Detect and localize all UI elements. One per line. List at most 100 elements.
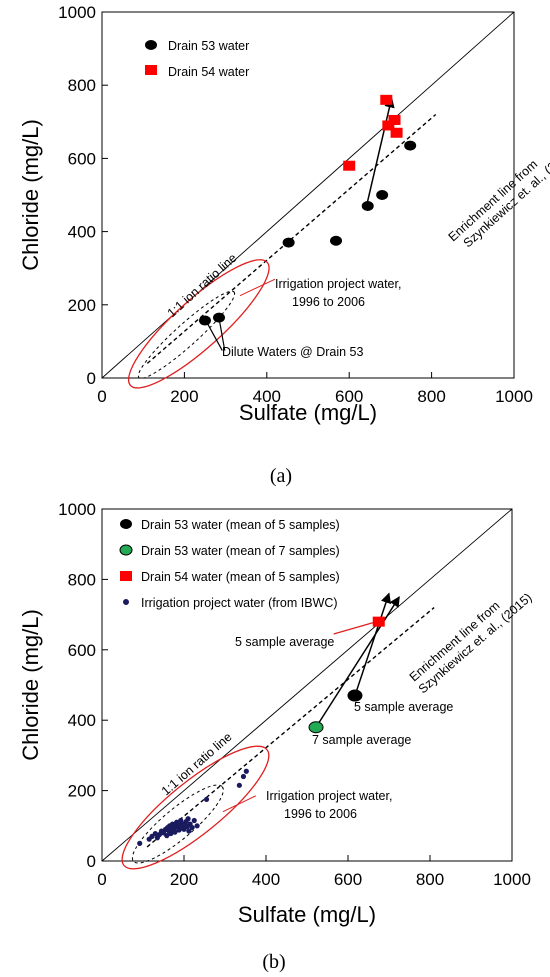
x-tick-label: 1000 [493,870,531,889]
data-point-irrigation [164,833,170,839]
panel-a-arrows [205,96,395,351]
data-point-irrigation [172,829,178,835]
panel-a-ratio-line-label: 1:1 ion ratio line [165,251,240,320]
y-tick-label: 400 [68,223,96,242]
data-point-irrigation [189,824,195,831]
panel-b-legend-label-drain54: Drain 54 water (mean of 5 samples) [141,570,340,584]
data-point-drain53 [199,315,211,326]
panel-b-ellipses [121,745,270,870]
enrichment-line [146,607,435,848]
panel-b-legend: Drain 53 water (mean of 5 samples) Drain… [119,518,340,610]
data-point-irrigation [185,816,191,822]
panel-b-legend-marker-drain54 [120,571,132,581]
ratio-line [101,508,513,862]
data-point-irrigation [152,830,158,837]
panel-b-enrichment-label-2: Szynkiewicz et. al., (2015) [416,590,535,696]
x-tick-label: 600 [335,387,363,406]
panel-b-plot-frame [101,508,513,862]
x-tick-label: 800 [416,870,444,889]
data-point-drain53 [404,140,417,151]
y-tick-label: 1000 [58,500,96,519]
data-point-drain54 [372,616,385,627]
panel-a-ticks: 0 200 400 600 800 1000 0 200 400 600 800 1000 [58,3,533,406]
data-point-drain53 [282,237,295,248]
x-tick-label: 200 [170,870,198,889]
panel-a-y-axis-title: Chloride (mg/L) [18,119,43,271]
panel-b-avg-green-label: 7 sample average [312,733,411,747]
data-point-irrigation [194,823,200,829]
data-point-drain53 [213,312,226,323]
y-tick-label: 800 [68,76,96,95]
panel-b-y-axis-title: Chloride (mg/L) [18,609,43,761]
panel-a-reference-lines [101,11,515,379]
panel-b-avg-black-label: 5 sample average [354,700,453,714]
irrigation-leader [222,795,256,813]
panel-b-enrichment-label-1: Enrichment line from [407,598,503,684]
enrichment-arrow-1 [354,592,391,696]
data-point-irrigation [137,840,143,847]
data-point-irrigation [243,768,249,774]
panel-b-points [137,616,385,847]
panel-b-legend-marker-drain53-5 [120,519,132,529]
y-tick-label: 400 [68,711,96,730]
x-tick-label: 0 [97,870,106,889]
data-point-irrigation [191,817,197,824]
y-tick-label: 0 [87,852,96,871]
data-point-drain53 [376,190,389,200]
panel-b-label: (b) [262,951,285,973]
y-tick-label: 1000 [58,3,96,22]
data-point-drain54 [390,127,403,138]
panel-b-legend-label-drain53-5: Drain 53 water (mean of 5 samples) [141,518,340,532]
data-point-drain53 [347,689,363,702]
data-point-drain54 [388,114,401,125]
x-tick-label: 400 [253,387,281,406]
panel-b-legend-marker-irrigation [123,599,129,605]
panel-b-legend-label-irrigation: Irrigation project water (from IBWC) [141,596,338,610]
y-tick-label: 600 [68,149,96,168]
data-point-irrigation [236,782,242,788]
panel-a-enrichment-label-1: Enrichment line from [446,157,541,244]
dilute-leader-2 [218,317,226,351]
panel-a-legend: Drain 53 water Drain 54 water [145,39,249,79]
panel-b-legend-marker-drain53-7 [119,544,133,556]
irrigation-ellipse [121,745,270,870]
data-point-drain53 [361,200,374,211]
x-tick-label: 0 [97,387,106,406]
panel-b-x-axis-title: Sulfate (mg/L) [238,902,376,927]
panel-a-irrigation-label-2: 1996 to 2006 [292,295,365,309]
panel-b-irrigation-label-1: Irrigation project water, [266,789,392,803]
panel-a-legend-label-drain53: Drain 53 water [168,39,249,53]
y-tick-label: 600 [68,641,96,660]
panel-a-ellipses [127,259,270,389]
irrigation-leader [239,278,276,297]
data-point-drain53 [330,235,343,246]
panel-a-legend-marker-drain53 [145,40,157,50]
x-tick-label: 400 [252,870,280,889]
panel-b-irrigation-label-2: 1996 to 2006 [284,807,357,821]
y-tick-label: 800 [68,570,96,589]
enrichment-arrow [364,96,395,210]
data-point-drain54 [382,120,395,131]
x-tick-label: 1000 [495,387,533,406]
x-tick-label: 800 [417,387,445,406]
panel-a-irrigation-label-1: Irrigation project water, [275,277,401,291]
panel-b-avg-red-label: 5 sample average [235,635,334,649]
enrichment-arrow-2 [315,596,400,728]
data-point-irrigation [186,828,192,834]
ratio-line [101,11,515,379]
x-tick-label: 600 [334,870,362,889]
panel-a-points [199,94,417,326]
panel-a-legend-marker-drain54 [145,65,157,75]
x-tick-label: 200 [170,387,198,406]
irrigation-ellipse [127,259,270,389]
dense-ellipse [131,784,224,864]
avg-red-leader [333,621,377,635]
panel-b-reference-lines [101,508,513,862]
panel-a-x-axis-title: Sulfate (mg/L) [239,400,377,425]
y-tick-label: 200 [68,782,96,801]
y-tick-label: 0 [87,369,96,388]
data-point-irrigation [203,796,210,803]
panel-a-legend-label-drain54: Drain 54 water [168,65,249,79]
